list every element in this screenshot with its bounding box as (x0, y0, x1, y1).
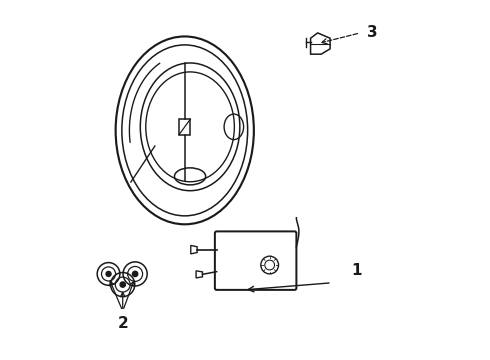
Text: 1: 1 (351, 263, 362, 278)
Text: 3: 3 (368, 26, 378, 40)
Circle shape (120, 282, 125, 287)
Circle shape (132, 271, 138, 276)
Circle shape (106, 271, 111, 276)
Text: 2: 2 (117, 316, 128, 332)
